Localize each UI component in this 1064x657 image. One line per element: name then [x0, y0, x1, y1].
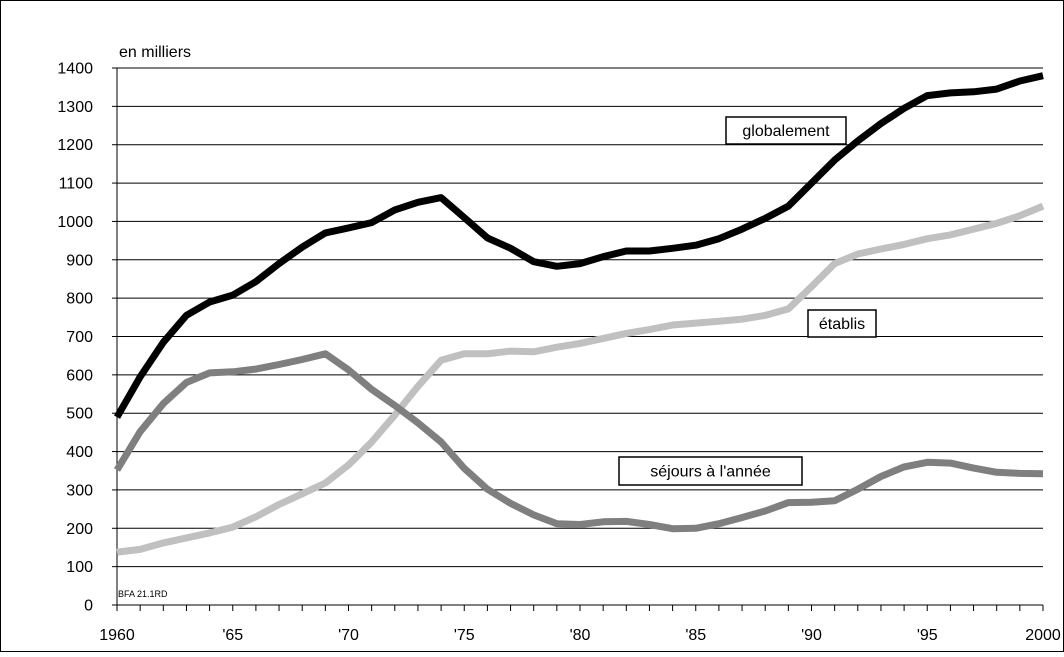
series-line	[114, 350, 1044, 533]
y-tick-label: 300	[66, 482, 93, 499]
y-tick-label: 200	[66, 521, 93, 538]
y-tick-label: 1300	[57, 99, 93, 116]
y-tick-label: 400	[66, 444, 93, 461]
series-lines	[113, 72, 1045, 556]
y-tick-label: 1000	[57, 214, 93, 231]
source-note: BFA 21.1RD	[118, 589, 168, 599]
y-tick-label: 900	[66, 252, 93, 269]
y-tick-label: 500	[66, 406, 93, 423]
y-tick-label: 800	[66, 291, 93, 308]
x-tick-label: '65	[222, 627, 243, 644]
y-tick-label: 100	[66, 559, 93, 576]
series-line	[116, 202, 1045, 556]
y-tick-label: 1400	[57, 61, 93, 78]
x-tick-label: '70	[338, 627, 359, 644]
series-labels: globalement établis séjours à l'année	[618, 116, 877, 486]
x-tick-label: '80	[570, 627, 591, 644]
x-tick-label: '75	[454, 627, 475, 644]
y-unit-label: en milliers	[119, 44, 191, 61]
y-tick-label: 0	[84, 598, 93, 615]
x-tick-label: 2000	[1025, 627, 1061, 644]
series-label-box	[725, 116, 847, 145]
gridlines	[117, 67, 1043, 568]
series-label: établis	[819, 316, 865, 333]
series-line	[113, 72, 1044, 419]
y-tick-label: 1200	[57, 137, 93, 154]
series-label-box	[618, 456, 803, 486]
y-tick-label: 600	[66, 367, 93, 384]
x-tick-label: '95	[917, 627, 938, 644]
axes: 0 100 200 300 400 500 600 700 800 900 1000 1100 1200…	[57, 61, 1060, 645]
series-label: globalement	[742, 123, 830, 140]
x-tick-label: '85	[685, 627, 706, 644]
y-tick-label: 700	[66, 329, 93, 346]
x-tick-label: 1960	[99, 627, 135, 644]
x-tick-label: '90	[801, 627, 822, 644]
y-tick-label: 1100	[59, 176, 94, 193]
series-label-box	[807, 309, 877, 338]
series-label: séjours à l'année	[650, 464, 771, 481]
